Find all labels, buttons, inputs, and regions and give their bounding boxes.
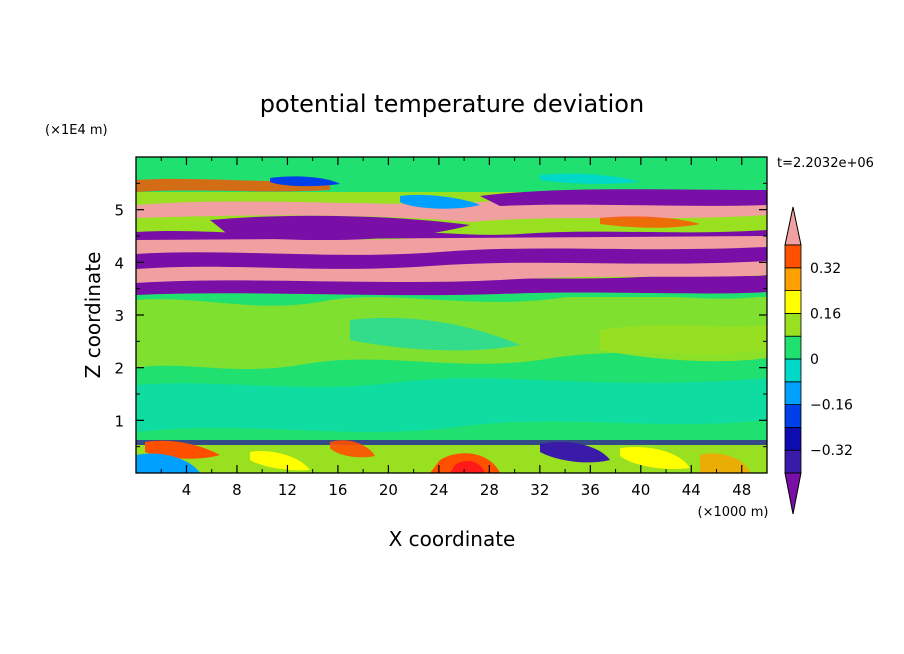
contour-region-cyan bbox=[136, 378, 767, 432]
y-tick-label: 5 bbox=[114, 202, 124, 220]
colorbar-extend-min bbox=[784, 472, 802, 515]
surface-patch-4 bbox=[540, 441, 610, 463]
x-tick-label: 48 bbox=[732, 481, 751, 499]
colorbar-extend-max bbox=[784, 206, 802, 246]
surface-patch-6 bbox=[330, 440, 375, 458]
x-tick-label: 24 bbox=[429, 481, 448, 499]
x-tick-label: 16 bbox=[328, 481, 347, 499]
x-tick-label: 44 bbox=[682, 481, 701, 499]
surface-patch-3 bbox=[450, 461, 485, 473]
band-purple-1 bbox=[136, 275, 767, 296]
colorbar-segment bbox=[784, 290, 802, 314]
band-blue bbox=[400, 194, 480, 209]
y-tick-label: 1 bbox=[114, 412, 124, 430]
colorbar-segment bbox=[784, 426, 802, 451]
colorbar-segment bbox=[784, 335, 802, 360]
surface-patch-9 bbox=[700, 453, 750, 473]
colorbar-segment bbox=[784, 267, 802, 291]
colorbar: 0.32 0.16 0 −0.16 −0.32 bbox=[784, 206, 853, 515]
colorbar-label: 0.16 bbox=[810, 306, 841, 322]
band-cyan-top bbox=[540, 173, 640, 184]
x-tick-label: 20 bbox=[379, 481, 398, 499]
band-pink-3 bbox=[136, 199, 767, 222]
time-label: t=2.2032e+06 bbox=[777, 156, 874, 171]
band-purple-5 bbox=[480, 189, 767, 206]
x-tick-label: 28 bbox=[480, 481, 499, 499]
colorbar-label: −0.16 bbox=[810, 398, 853, 414]
colorbar-label: 0 bbox=[810, 352, 819, 368]
y-axis-ticks: 1 2 3 4 5 bbox=[114, 182, 767, 448]
band-blue-2 bbox=[270, 176, 340, 187]
colorbar-segment bbox=[784, 449, 802, 474]
x-tick-label: 32 bbox=[530, 481, 549, 499]
x-tick-label: 8 bbox=[232, 481, 242, 499]
band-purple-2 bbox=[136, 246, 767, 269]
colorbar-segment bbox=[784, 381, 802, 405]
colorbar-label: 0.32 bbox=[810, 261, 841, 277]
surface-patch-5 bbox=[136, 453, 200, 473]
y-axis-label: Z coordinate bbox=[81, 252, 105, 379]
colorbar-segment bbox=[784, 312, 802, 337]
band-purple-4 bbox=[210, 215, 470, 241]
x-axis-label: X coordinate bbox=[389, 527, 516, 551]
x-tick-label: 40 bbox=[631, 481, 650, 499]
chart-title: potential temperature deviation bbox=[260, 90, 644, 118]
colorbar-label: −0.32 bbox=[810, 443, 853, 459]
surface-patch-8 bbox=[250, 450, 310, 471]
x-tick-label: 36 bbox=[581, 481, 600, 499]
band-pink-1 bbox=[136, 260, 767, 283]
colorbar-segment bbox=[784, 404, 802, 428]
y-tick-label: 4 bbox=[114, 254, 124, 272]
contour-region-cyan-2 bbox=[350, 317, 520, 351]
x-tick-label: 4 bbox=[182, 481, 192, 499]
surface-patch-7 bbox=[620, 446, 690, 470]
colorbar-segment bbox=[784, 358, 802, 383]
contour-field bbox=[136, 157, 767, 473]
x-tick-label: 12 bbox=[278, 481, 297, 499]
x-axis-unit: (×1000 m) bbox=[698, 505, 769, 520]
y-axis-unit: (×1E4 m) bbox=[45, 123, 108, 138]
x-axis-ticks: 4 8 12 16 20 24 28 32 36 40 44 48 bbox=[160, 157, 751, 499]
band-orange-2 bbox=[600, 216, 700, 228]
y-tick-label: 3 bbox=[114, 307, 124, 325]
contour-region-light-2 bbox=[600, 325, 767, 362]
y-tick-label: 2 bbox=[114, 360, 124, 378]
surface-layer-line bbox=[136, 440, 767, 445]
surface-patch-1 bbox=[145, 440, 220, 459]
colorbar-segment bbox=[784, 244, 802, 269]
